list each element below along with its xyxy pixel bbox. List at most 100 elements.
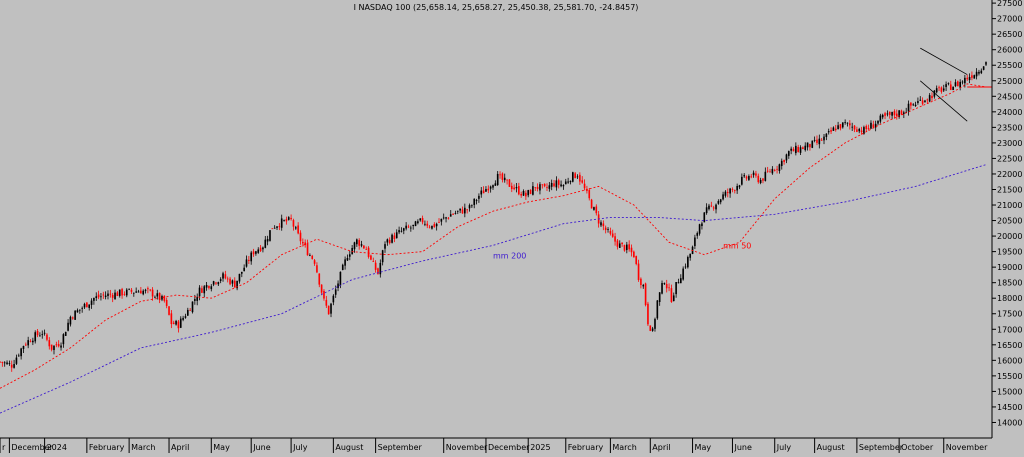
- x-tick-label: December: [11, 443, 53, 452]
- candle: [759, 177, 762, 185]
- candle: [222, 271, 224, 282]
- candle: [818, 134, 821, 149]
- x-tick-label: February: [89, 443, 125, 452]
- candle: [799, 145, 802, 156]
- candle: [665, 279, 668, 293]
- candle: [576, 174, 579, 179]
- candle: [438, 218, 440, 223]
- candle: [886, 110, 889, 117]
- candle: [299, 230, 302, 245]
- candle: [968, 73, 971, 84]
- x-tick-label: May: [213, 443, 230, 452]
- candle: [3, 361, 6, 367]
- candle: [757, 173, 760, 184]
- y-tick-label: 25000: [997, 77, 1022, 86]
- candle: [393, 232, 396, 243]
- candle: [579, 172, 581, 185]
- candle: [687, 255, 689, 269]
- y-tick-label: 16500: [997, 341, 1022, 350]
- candle: [367, 246, 370, 259]
- candle: [248, 255, 250, 264]
- candle: [811, 140, 814, 149]
- candle: [609, 227, 612, 236]
- candle: [137, 289, 140, 293]
- x-tick-label: August: [817, 443, 845, 452]
- candle: [628, 240, 630, 252]
- candle: [71, 316, 74, 320]
- candle: [104, 291, 107, 300]
- candle: [264, 236, 267, 249]
- candle: [217, 281, 220, 287]
- candle: [961, 80, 964, 85]
- candle: [567, 177, 569, 184]
- candle: [316, 262, 318, 274]
- candle: [487, 185, 490, 194]
- candle: [593, 206, 595, 211]
- candle: [447, 216, 450, 220]
- candle: [39, 332, 41, 337]
- candle: [88, 304, 91, 311]
- candle: [262, 246, 264, 253]
- candle: [118, 289, 121, 298]
- candle: [323, 289, 325, 301]
- candle: [231, 279, 234, 287]
- candle: [405, 222, 407, 231]
- candle: [783, 159, 785, 165]
- candle: [471, 204, 473, 208]
- candle: [574, 172, 576, 179]
- candle: [942, 84, 945, 93]
- candle: [933, 89, 936, 99]
- candle: [534, 187, 537, 191]
- candle: [555, 176, 558, 191]
- candle: [715, 203, 717, 214]
- candle: [276, 226, 278, 231]
- y-tick-label: 26500: [997, 30, 1022, 39]
- candle: [212, 280, 215, 287]
- candle: [25, 342, 27, 347]
- candle: [69, 315, 72, 327]
- candle: [170, 310, 173, 329]
- candle: [365, 246, 368, 250]
- candle: [480, 187, 483, 198]
- candle: [607, 227, 609, 233]
- candle: [644, 282, 647, 307]
- candle: [637, 259, 640, 282]
- y-tick-label: 22000: [997, 170, 1022, 179]
- candle: [588, 187, 591, 201]
- candle: [926, 98, 929, 104]
- candle: [682, 266, 684, 281]
- candle: [675, 281, 677, 298]
- candle: [90, 298, 93, 309]
- candle: [132, 292, 135, 297]
- candle: [309, 253, 311, 257]
- candle: [940, 86, 943, 94]
- candle: [935, 85, 938, 94]
- candle: [708, 203, 710, 211]
- candle: [64, 331, 67, 337]
- candle: [191, 301, 194, 314]
- candle: [374, 260, 377, 273]
- candle: [743, 173, 746, 178]
- candle: [874, 120, 877, 132]
- candle: [243, 264, 245, 272]
- candle: [445, 216, 447, 223]
- candle: [6, 360, 8, 366]
- y-tick-label: 20000: [997, 232, 1022, 241]
- candle: [536, 183, 539, 192]
- candle: [863, 125, 865, 135]
- candle: [402, 227, 405, 235]
- candle: [348, 250, 351, 261]
- candle: [614, 232, 616, 246]
- candle: [766, 166, 769, 173]
- candle: [278, 223, 281, 231]
- candle: [46, 333, 48, 342]
- candle: [684, 263, 687, 269]
- candle: [102, 291, 105, 299]
- candle: [489, 185, 492, 193]
- candle: [346, 254, 349, 262]
- candle: [184, 313, 187, 319]
- candle: [726, 188, 729, 198]
- candle: [790, 146, 792, 155]
- candle: [109, 289, 112, 298]
- candle: [717, 199, 720, 205]
